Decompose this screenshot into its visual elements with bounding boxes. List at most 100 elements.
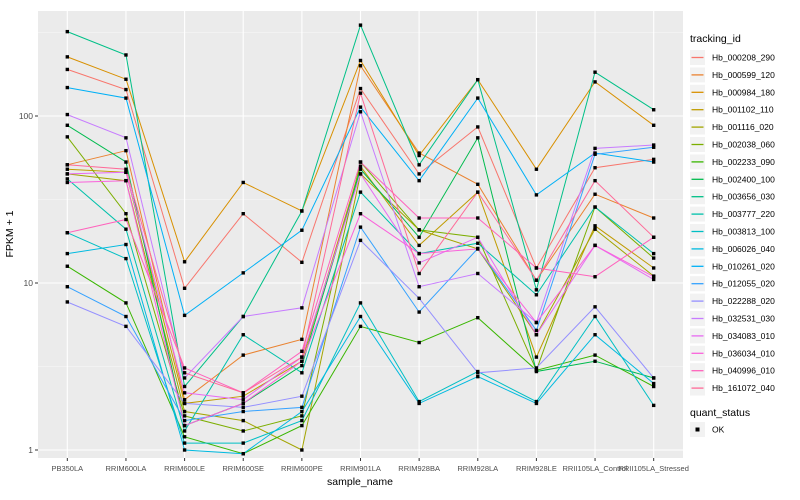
legend-item-label: Hb_002233_090: [712, 157, 775, 167]
legend-item: Hb_006026_040: [690, 241, 775, 257]
data-point: [65, 180, 70, 185]
data-point: [182, 441, 187, 445]
data-point: [124, 136, 128, 140]
legend-item: Hb_000208_290: [690, 50, 775, 65]
data-point: [300, 228, 304, 232]
data-point: [593, 314, 597, 319]
legend-item-label: Hb_002400_100: [712, 174, 775, 184]
data-point: [241, 211, 245, 216]
legend: tracking_id Hb_000208_290 Hb_000599_120 Hb…: [690, 33, 775, 437]
data-point: [476, 216, 480, 220]
data-point: [65, 172, 70, 176]
legend-tracking-title: tracking_id: [690, 33, 741, 45]
data-point: [358, 58, 363, 63]
data-point: [651, 381, 656, 386]
data-point: [593, 353, 597, 357]
data-point: [534, 266, 539, 270]
data-point: [358, 167, 363, 171]
legend-item-label: Hb_001102_110: [712, 105, 774, 115]
data-point: [534, 369, 539, 374]
data-point: [417, 228, 421, 232]
data-point: [534, 328, 539, 333]
data-point: [417, 251, 421, 256]
data-point: [124, 148, 128, 153]
data-point: [651, 160, 656, 164]
data-point: [65, 55, 70, 59]
legend-item: Hb_000599_120: [690, 67, 775, 83]
x-tick-label: RRIM600LE: [164, 464, 205, 473]
data-point: [417, 261, 421, 265]
data-point: [593, 80, 597, 84]
x-tick-label: RRIM928BA: [398, 464, 440, 473]
data-point: [124, 160, 128, 164]
data-point: [593, 359, 597, 363]
data-point: [182, 366, 187, 370]
data-point: [124, 256, 128, 261]
data-point: [182, 414, 187, 418]
data-point: [417, 310, 421, 314]
data-point: [593, 227, 597, 231]
data-point: [124, 211, 128, 216]
legend-item: Hb_001102_110: [690, 102, 774, 118]
data-point: [534, 355, 539, 359]
data-point: [182, 371, 187, 375]
data-point: [593, 70, 597, 74]
gridlines: [38, 11, 683, 458]
data-point: [300, 359, 304, 363]
data-point: [300, 349, 304, 353]
data-point: [651, 256, 656, 260]
legend-item-label: Hb_003813_100: [712, 227, 775, 237]
data-point: [241, 429, 245, 433]
x-tick-label: RRIM600SE: [222, 464, 264, 473]
data-point: [476, 190, 480, 194]
data-point: [65, 177, 70, 181]
data-point: [124, 314, 128, 319]
data-point: [651, 403, 656, 408]
legend-quant-title: quant_status: [690, 407, 750, 419]
data-point: [534, 399, 539, 404]
data-point: [593, 146, 597, 151]
data-point: [300, 355, 304, 359]
data-point: [300, 337, 304, 342]
data-point: [358, 64, 363, 68]
data-point: [534, 320, 539, 325]
data-point: [417, 340, 421, 345]
data-point: [476, 125, 480, 129]
data-point: [182, 376, 187, 380]
data-point: [300, 306, 304, 310]
data-point: [358, 211, 363, 216]
data-point: [358, 86, 363, 91]
data-point: [651, 216, 656, 220]
data-point: [124, 167, 128, 171]
data-point: [241, 180, 245, 185]
data-point: [182, 286, 187, 290]
legend-key-square: [695, 427, 700, 432]
legend-item-label: Hb_003777_220: [712, 209, 775, 219]
legend-item: Hb_002233_090: [690, 154, 775, 170]
legend-item-label: Hb_000208_290: [712, 53, 775, 63]
legend-item-label: Hb_012055_020: [712, 279, 775, 289]
data-point: [417, 151, 421, 155]
y-tick-label: 100: [19, 111, 33, 121]
data-point: [417, 153, 421, 158]
data-point: [417, 163, 421, 167]
data-point: [417, 243, 421, 248]
data-point: [476, 96, 480, 100]
data-point: [241, 401, 245, 406]
data-point: [124, 324, 128, 329]
data-point: [651, 123, 656, 127]
y-tick-label: 10: [24, 278, 34, 288]
legend-item-label: Hb_032531_030: [712, 314, 775, 324]
data-point: [241, 333, 245, 337]
legend-item: Hb_034083_010: [690, 328, 775, 344]
legend-item: Hb_022288_020: [690, 293, 775, 309]
data-point: [651, 275, 656, 279]
data-point: [358, 172, 363, 176]
data-point: [124, 87, 128, 92]
data-point: [65, 29, 70, 34]
legend-item-label: Hb_161072_040: [712, 383, 775, 393]
data-point: [651, 235, 656, 239]
x-tick-label: RRIM928LA: [457, 464, 498, 473]
data-point: [182, 401, 187, 406]
data-point: [300, 371, 304, 375]
